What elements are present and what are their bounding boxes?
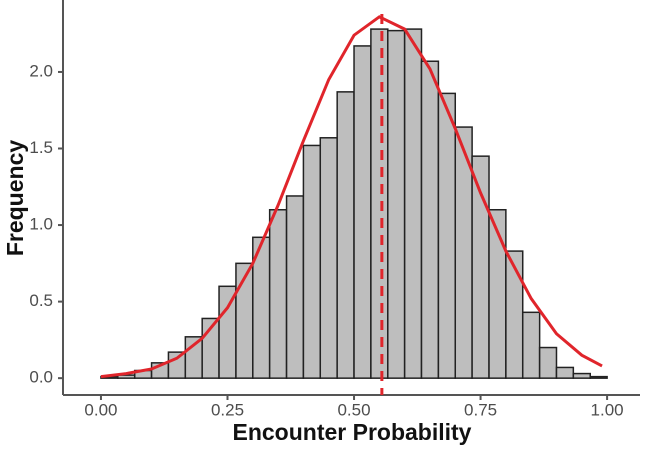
bar — [521, 311, 541, 379]
y-tick-label: 1.0 — [29, 215, 53, 234]
bar — [505, 250, 524, 379]
bar — [302, 144, 322, 379]
x-tick-label: 0.25 — [211, 400, 244, 419]
y-tick-label: 0.0 — [29, 368, 53, 387]
x-tick-label: 0.50 — [337, 400, 370, 419]
bar — [370, 28, 389, 379]
x-tick-label: 0.75 — [464, 400, 497, 419]
y-axis-label: Frequency — [2, 140, 28, 257]
y-tick-label: 1.5 — [29, 138, 53, 157]
bar — [285, 195, 305, 379]
x-tick-label: 1.00 — [591, 400, 624, 419]
y-tick-label: 2.0 — [29, 61, 53, 80]
y-tick-label: 0.5 — [29, 291, 53, 310]
bar — [353, 45, 372, 379]
x-axis-label: Encounter Probability — [233, 419, 472, 445]
bar — [268, 208, 288, 379]
bar — [319, 137, 338, 379]
x-tick-label: 0.00 — [84, 400, 117, 419]
bar — [437, 92, 457, 379]
bar — [420, 60, 440, 379]
bar — [572, 372, 591, 379]
bar — [403, 28, 423, 379]
bar — [167, 351, 187, 379]
bar — [589, 375, 608, 379]
bar — [538, 346, 558, 379]
bar — [387, 29, 406, 379]
bar — [336, 91, 355, 379]
fit-curve — [100, 15, 603, 379]
bar — [555, 366, 575, 379]
bar — [184, 336, 203, 379]
